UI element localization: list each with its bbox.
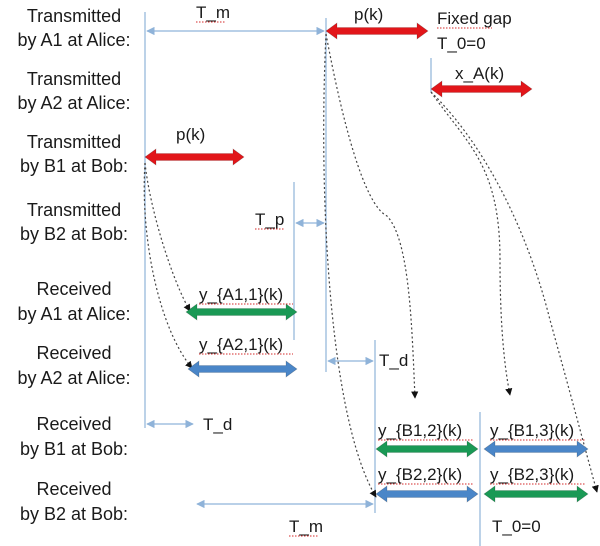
row-label-tx-b1-line2: by B1 at Bob: — [20, 156, 128, 176]
label-t0-bottom: T_0=0 — [492, 517, 541, 536]
curve-a1-to-b2 — [323, 33, 377, 498]
label-yb12: y_{B1,2}(k) — [378, 421, 462, 440]
label-pk-a1: p(k) — [354, 5, 383, 24]
curve-b1-to-a1 — [144, 162, 191, 312]
row-label-rx-b1-line2: by B1 at Bob: — [20, 439, 128, 459]
signal-arrow-pk-a1 — [325, 22, 429, 40]
label-t0-top: T_0=0 — [437, 34, 486, 53]
signal-arrow-pk-b1 — [144, 148, 245, 166]
propagation-curves — [143, 33, 599, 498]
dimension-arrows — [146, 26, 374, 509]
row-label-rx-b1-line1: Received — [36, 414, 111, 434]
label-td-mid: T_d — [379, 351, 408, 370]
signal-arrow-ya1 — [185, 303, 298, 321]
label-underlines — [196, 21, 586, 537]
signal-arrow-yb12 — [375, 440, 479, 458]
row-label-rx-b2-line1: Received — [36, 479, 111, 499]
row-label-tx-a2-line1: Transmitted — [27, 69, 121, 89]
curve-a1-to-b1 — [325, 33, 419, 399]
row-label-tx-a2-line2: by A2 at Alice: — [17, 93, 130, 113]
label-ya2: y_{A2,1}(k) — [199, 335, 283, 354]
row-label-rx-a2-line1: Received — [36, 343, 111, 363]
signal-arrow-yb13 — [483, 440, 589, 458]
row-label-tx-b2-line1: Transmitted — [27, 200, 121, 220]
label-fixed-gap: Fixed gap — [437, 9, 512, 28]
label-xa: x_A(k) — [455, 64, 504, 83]
row-label-rx-a1-line1: Received — [36, 279, 111, 299]
curve-b1-to-a2 — [143, 162, 193, 369]
label-td-left: T_d — [203, 415, 232, 434]
guide-lines — [144, 12, 481, 546]
signal-arrow-yb22 — [375, 485, 479, 503]
curve-a2-to-b1 — [430, 91, 513, 396]
label-tp: T_p — [255, 210, 284, 229]
row-label-tx-b1-line1: Transmitted — [27, 132, 121, 152]
row-label-rx-b2-line2: by B2 at Bob: — [20, 504, 128, 524]
label-yb13: y_{B1,3}(k) — [490, 421, 574, 440]
label-tm-bottom: T_m — [289, 517, 323, 536]
label-tm-top: T_m — [196, 3, 230, 22]
label-ya1: y_{A1,1}(k) — [199, 285, 283, 304]
signal-arrow-ya2 — [187, 360, 298, 378]
row-labels: Transmitted by A1 at Alice: Transmitted … — [17, 6, 130, 524]
label-pk-b1: p(k) — [176, 125, 205, 144]
signal-arrow-yb23 — [483, 485, 589, 503]
row-label-tx-a1-line1: Transmitted — [27, 6, 121, 26]
row-label-rx-a2-line2: by A2 at Alice: — [17, 368, 130, 388]
label-yb23: y_{B2,3}(k) — [490, 465, 574, 484]
label-yb22: y_{B2,2}(k) — [378, 465, 462, 484]
row-label-tx-a1-line2: by A1 at Alice: — [17, 30, 130, 50]
signal-arrow-xa — [430, 80, 533, 98]
curve-a2-to-b2 — [430, 91, 599, 493]
row-label-rx-a1-line2: by A1 at Alice: — [17, 304, 130, 324]
signal-arrows — [144, 22, 589, 503]
term-labels: T_m p(k) Fixed gap T_0=0 x_A(k) p(k) T_p… — [176, 3, 574, 536]
row-label-tx-b2-line2: by B2 at Bob: — [20, 224, 128, 244]
